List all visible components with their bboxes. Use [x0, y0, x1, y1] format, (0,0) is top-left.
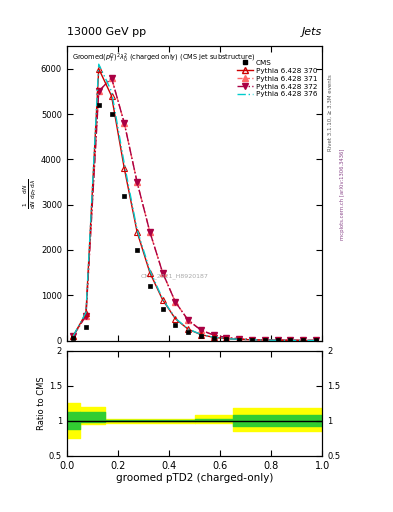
- Text: CMS_2021_H8920187: CMS_2021_H8920187: [140, 273, 208, 279]
- Text: Groomed$(p_T^D)^2\lambda_0^2$ (charged only) (CMS jet substructure): Groomed$(p_T^D)^2\lambda_0^2$ (charged o…: [72, 52, 255, 65]
- Y-axis label: $\frac{1}{\mathrm{d}N}\,\frac{\mathrm{d}N}{\mathrm{d}p_T\,\mathrm{d}\lambda}$: $\frac{1}{\mathrm{d}N}\,\frac{\mathrm{d}…: [22, 178, 39, 209]
- X-axis label: groomed pTD2 (charged-only): groomed pTD2 (charged-only): [116, 473, 273, 483]
- Y-axis label: Ratio to CMS: Ratio to CMS: [37, 376, 46, 430]
- Text: Jets: Jets: [302, 27, 322, 37]
- Text: Rivet 3.1.10, ≥ 3.3M events: Rivet 3.1.10, ≥ 3.3M events: [328, 74, 333, 151]
- Text: 13000 GeV pp: 13000 GeV pp: [67, 27, 146, 37]
- Text: mcplots.cern.ch [arXiv:1306.3436]: mcplots.cern.ch [arXiv:1306.3436]: [340, 149, 345, 240]
- Legend: CMS, Pythia 6.428 370, Pythia 6.428 371, Pythia 6.428 372, Pythia 6.428 376: CMS, Pythia 6.428 370, Pythia 6.428 371,…: [235, 58, 319, 99]
